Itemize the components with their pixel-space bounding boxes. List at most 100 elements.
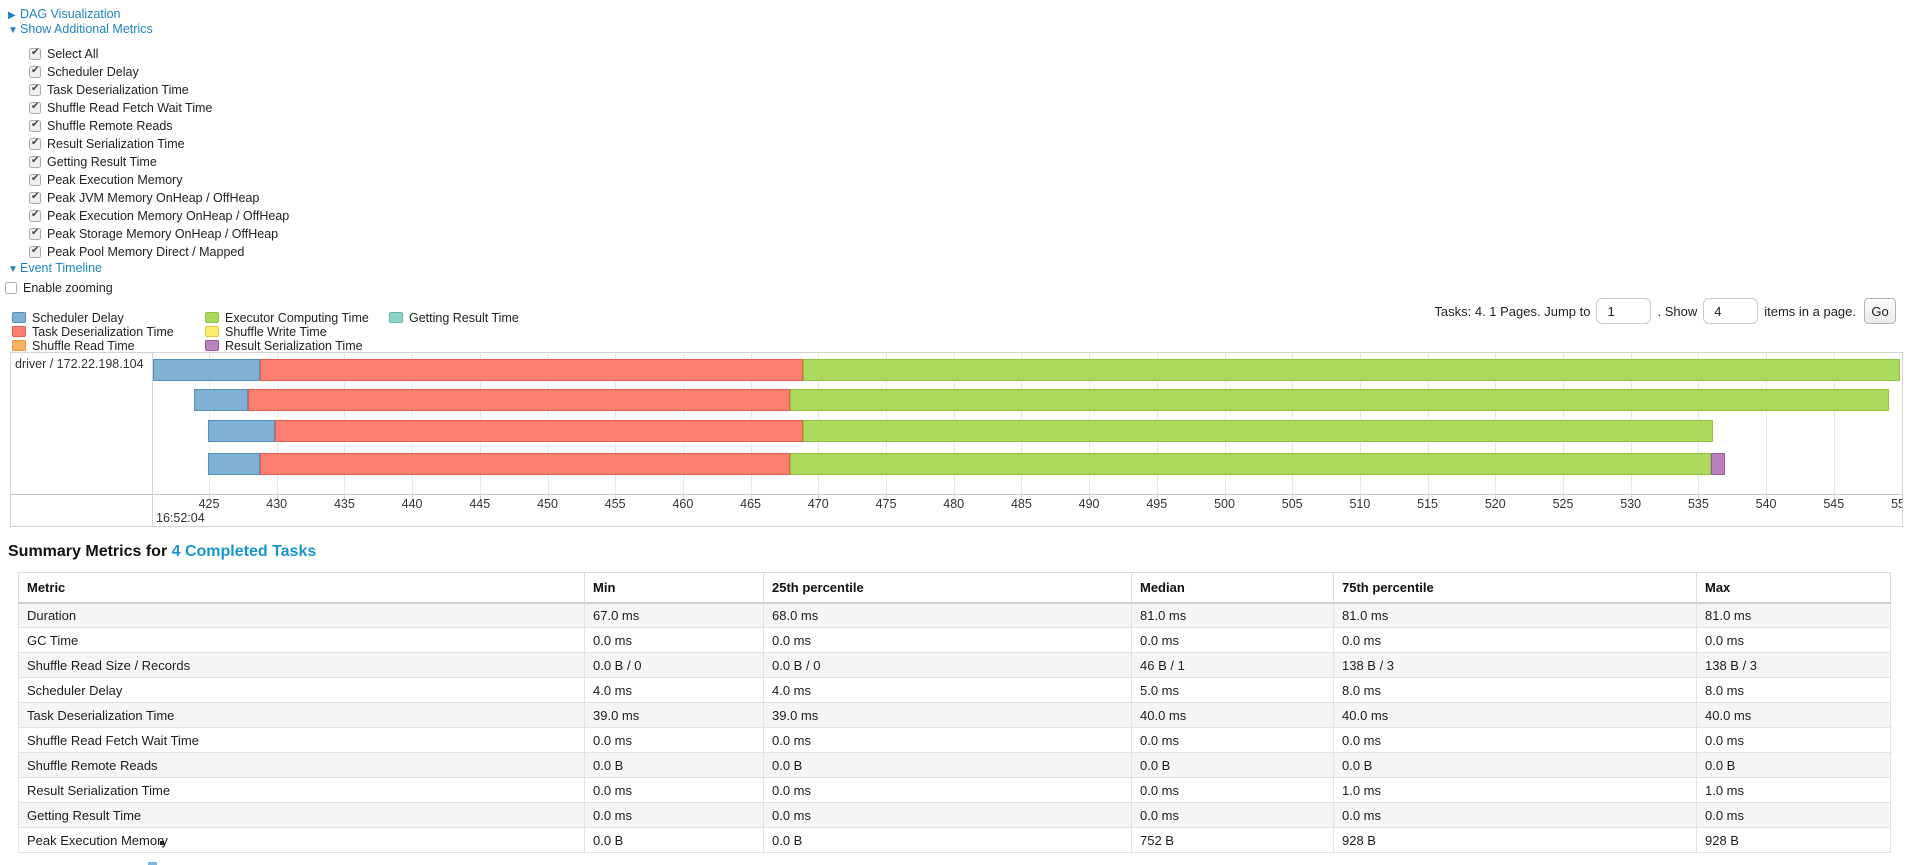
axis-tick xyxy=(547,494,549,499)
metric-checkbox[interactable] xyxy=(29,47,41,60)
metric-name-cell: Task Deserialization Time xyxy=(18,702,585,728)
metric-option-peak-storage-memory-onheap-offheap[interactable]: Peak Storage Memory OnHeap / OffHeap xyxy=(29,225,289,243)
table-row: Shuffle Remote Reads 0.0 B 0.0 B 0.0 B 0.0 B… xyxy=(18,752,1891,778)
axis-tick-label: 435 xyxy=(333,497,355,511)
timeline-legend-column: Scheduler Delay Task Deserialization Time… xyxy=(12,311,174,353)
metric-checkbox-list: Select All Scheduler Delay Task Deserializ… xyxy=(29,45,289,261)
metric-checkbox[interactable] xyxy=(29,137,41,150)
legend-swatch-icon xyxy=(205,339,219,351)
task-1-segment-task-deserialization[interactable] xyxy=(248,389,790,411)
metric-checkbox[interactable] xyxy=(29,191,41,204)
enable-zooming-option[interactable]: Enable zooming xyxy=(5,279,113,297)
metric-name-cell: Result Serialization Time xyxy=(18,777,585,803)
metric-option-peak-pool-memory-direct-mapped[interactable]: Peak Pool Memory Direct / Mapped xyxy=(29,243,289,261)
metric-checkbox[interactable] xyxy=(29,119,41,132)
metric-checkbox-label: Peak JVM Memory OnHeap / OffHeap xyxy=(47,191,260,205)
event-timeline-chart: driver / 172.22.198.104 16:52:04 425 430 4… xyxy=(10,352,1903,527)
cutoff-next-section xyxy=(148,862,157,865)
task-0-segment-executor-computing[interactable] xyxy=(803,359,1901,381)
axis-tick xyxy=(1224,494,1226,499)
event-timeline-link[interactable]: ▼ Event Timeline xyxy=(8,261,102,275)
jump-to-page-input[interactable] xyxy=(1596,298,1652,324)
metric-checkbox[interactable] xyxy=(29,101,41,114)
metric-checkbox[interactable] xyxy=(29,173,41,186)
metric-value-cell: 39.0 ms xyxy=(584,702,764,728)
metric-option-scheduler-delay[interactable]: Scheduler Delay xyxy=(29,63,289,81)
completed-tasks-link[interactable]: 4 Completed Tasks xyxy=(171,543,317,560)
axis-tick-label: 475 xyxy=(875,497,897,511)
metric-value-cell: 0.0 ms xyxy=(763,627,1132,653)
axis-tick xyxy=(1359,494,1361,499)
metric-checkbox-label: Select All xyxy=(47,47,99,61)
metric-option-shuffle-read-fetch-wait-time[interactable]: Shuffle Read Fetch Wait Time xyxy=(29,99,289,117)
metric-value-cell: 0.0 ms xyxy=(763,802,1132,828)
axis-tick-label: 500 xyxy=(1214,497,1235,511)
expanded-arrow-icon: ▼ xyxy=(8,264,18,275)
axis-tick xyxy=(1427,494,1429,499)
go-button[interactable]: Go xyxy=(1864,298,1896,324)
axis-tick-label: 540 xyxy=(1755,497,1777,511)
enable-zooming-checkbox[interactable] xyxy=(5,282,17,294)
timeline-plot-area[interactable]: 16:52:04 425 430 435 440 445 450 455 460 465 470 4… xyxy=(153,353,1902,526)
metric-option-result-serialization-time[interactable]: Result Serialization Time xyxy=(29,135,289,153)
task-2-segment-task-deserialization[interactable] xyxy=(275,420,804,442)
metric-option-peak-jvm-memory-onheap-offheap[interactable]: Peak JVM Memory OnHeap / OffHeap xyxy=(29,189,289,207)
axis-tick-label: 530 xyxy=(1620,497,1642,511)
task-2-segment-scheduler-delay[interactable] xyxy=(207,420,276,442)
metric-checkbox-label: Peak Pool Memory Direct / Mapped xyxy=(47,245,245,259)
metric-value-cell: 0.0 ms xyxy=(1131,802,1334,828)
metric-value-cell: 0.0 ms xyxy=(1333,627,1697,653)
axis-tick xyxy=(1698,494,1700,499)
show-additional-metrics-label: Show Additional Metrics xyxy=(20,22,153,36)
cursor-artifact xyxy=(160,841,164,845)
task-0-segment-scheduler-delay[interactable] xyxy=(153,359,261,381)
items-per-page-input[interactable] xyxy=(1703,298,1759,324)
metric-value-cell: 928 B xyxy=(1696,827,1891,853)
metric-checkbox-label: Result Serialization Time xyxy=(47,137,185,151)
task-3-segment-task-deserialization[interactable] xyxy=(260,453,790,475)
task-3-segment-executor-computing[interactable] xyxy=(789,453,1711,475)
axis-tick-label: 535 xyxy=(1687,497,1709,511)
task-2-segment-executor-computing[interactable] xyxy=(803,420,1714,442)
task-3-segment-result-serialization[interactable] xyxy=(1710,453,1726,475)
task-0-segment-task-deserialization[interactable] xyxy=(260,359,804,381)
task-1-segment-executor-computing[interactable] xyxy=(789,389,1890,411)
metric-option-select-all[interactable]: Select All xyxy=(29,45,289,63)
task-1-segment-scheduler-delay[interactable] xyxy=(194,389,249,411)
metric-value-cell: 8.0 ms xyxy=(1333,677,1697,703)
axis-tick-label: 430 xyxy=(266,497,288,511)
show-additional-metrics-link[interactable]: ▼ Show Additional Metrics xyxy=(8,22,153,36)
metric-value-cell: 928 B xyxy=(1333,827,1697,853)
expanded-arrow-icon: ▼ xyxy=(8,25,18,36)
axis-tick-label: 450 xyxy=(537,497,558,511)
axis-tick-label: 480 xyxy=(943,497,965,511)
metric-name-cell: Scheduler Delay xyxy=(18,677,585,703)
dag-visualization-link[interactable]: ▶ DAG Visualization xyxy=(8,7,121,21)
metric-option-shuffle-remote-reads[interactable]: Shuffle Remote Reads xyxy=(29,117,289,135)
axis-tick xyxy=(682,494,684,499)
metric-checkbox[interactable] xyxy=(29,65,41,78)
task-3-segment-scheduler-delay[interactable] xyxy=(207,453,261,475)
metric-option-task-deserialization-time[interactable]: Task Deserialization Time xyxy=(29,81,289,99)
metric-checkbox[interactable] xyxy=(29,209,41,222)
metric-name-cell: Shuffle Remote Reads xyxy=(18,752,585,778)
axis-tick xyxy=(1766,494,1768,499)
metric-checkbox[interactable] xyxy=(29,227,41,240)
table-row: Getting Result Time 0.0 ms 0.0 ms 0.0 ms 0.0… xyxy=(18,802,1891,828)
enable-zooming-label: Enable zooming xyxy=(23,281,113,295)
legend-label: Shuffle Read Time xyxy=(32,338,135,353)
axis-tick xyxy=(1563,494,1564,499)
metric-option-peak-execution-memory[interactable]: Peak Execution Memory xyxy=(29,171,289,189)
axis-tick xyxy=(1901,494,1902,499)
axis-gridline xyxy=(1766,353,1768,494)
metric-value-cell: 0.0 B xyxy=(584,752,764,778)
time-origin-label: 16:52:04 xyxy=(156,511,205,525)
metric-checkbox[interactable] xyxy=(29,155,41,168)
metric-checkbox[interactable] xyxy=(29,245,41,258)
metric-option-peak-execution-memory-onheap-offheap[interactable]: Peak Execution Memory OnHeap / OffHeap xyxy=(29,207,289,225)
metric-option-getting-result-time[interactable]: Getting Result Time xyxy=(29,153,289,171)
metric-value-cell: 46 B / 1 xyxy=(1131,652,1334,678)
metric-value-cell: 1.0 ms xyxy=(1696,777,1891,803)
metric-value-cell: 81.0 ms xyxy=(1131,602,1334,628)
metric-checkbox[interactable] xyxy=(29,83,41,96)
